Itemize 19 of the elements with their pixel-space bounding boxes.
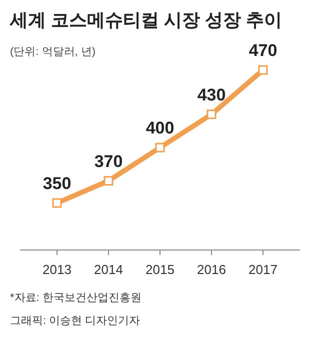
data-label: 350 xyxy=(42,174,72,193)
title: 세계 코스메슈티컬 시장 성장 추이 xyxy=(10,10,282,30)
data-label: 400 xyxy=(146,118,174,138)
x-tick-label: 2014 xyxy=(94,262,123,277)
point xyxy=(52,198,62,208)
x-tick-label: 2017 xyxy=(248,262,278,277)
text: *자료: 한국보건산업진흥원 xyxy=(10,292,142,304)
x-tick-label: 2013 xyxy=(42,262,72,277)
x-tick-label: 2015 xyxy=(146,262,174,277)
point xyxy=(104,176,114,186)
point xyxy=(258,65,268,75)
x-tick-label: 2016 xyxy=(197,262,226,277)
point xyxy=(206,110,216,120)
data-label: 430 xyxy=(197,85,226,104)
data-label: 470 xyxy=(248,41,278,60)
subtitle: (단위: 억달러, 년) xyxy=(10,46,96,58)
text: 그래픽: 이승현 디자인기자 xyxy=(10,315,140,327)
point xyxy=(155,142,165,152)
data-label: 370 xyxy=(94,152,123,171)
